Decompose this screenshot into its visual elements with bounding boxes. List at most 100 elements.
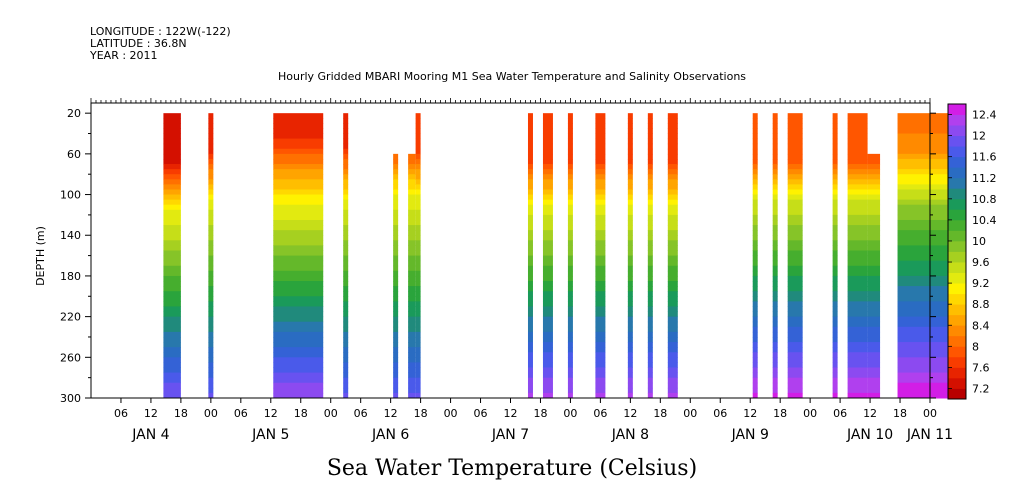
temperature-cell	[647, 372, 653, 379]
temperature-cell	[627, 184, 633, 190]
temperature-cell	[163, 225, 181, 231]
temperature-cell	[595, 377, 606, 384]
temperature-cell	[208, 291, 214, 297]
temperature-cell	[752, 235, 758, 241]
temperature-cell	[415, 128, 421, 135]
temperature-cell	[408, 255, 416, 262]
temperature-cell	[273, 347, 324, 353]
temperature-cell	[567, 143, 573, 150]
temperature-cell	[343, 158, 349, 165]
temperature-cell	[273, 245, 324, 251]
chart-title: Hourly Gridded MBARI Mooring M1 Sea Wate…	[278, 70, 746, 83]
temperature-cell	[393, 392, 399, 399]
temperature-cell	[595, 326, 606, 333]
temperature-cell	[527, 377, 533, 384]
temperature-cell	[867, 225, 881, 231]
temperature-cell	[273, 367, 324, 374]
temperature-cell	[897, 291, 948, 297]
temperature-cell	[163, 372, 181, 379]
colorbar-swatch	[948, 367, 966, 379]
temperature-cell	[867, 377, 881, 384]
temperature-cell	[393, 214, 399, 221]
x-hour-label: 18	[533, 407, 547, 420]
temperature-cell	[415, 326, 421, 333]
x-day-label: JAN 8	[611, 427, 649, 443]
temperature-cell	[647, 240, 653, 246]
temperature-cell	[393, 281, 399, 287]
x-hour-label: 12	[504, 407, 518, 420]
temperature-cell	[627, 377, 633, 384]
temperature-cell	[752, 387, 758, 394]
temperature-cell	[667, 230, 678, 236]
temperature-cell	[595, 342, 606, 348]
temperature-cell	[752, 357, 758, 363]
temperature-cell	[897, 270, 948, 277]
temperature-cell	[787, 245, 803, 251]
temperature-cell	[595, 260, 606, 267]
temperature-cell	[832, 342, 838, 348]
temperature-cell	[867, 311, 881, 318]
temperature-cell	[752, 392, 758, 399]
temperature-cell	[867, 164, 881, 170]
temperature-cell	[847, 174, 868, 180]
temperature-cell	[567, 209, 573, 216]
year-label: YEAR : 2011	[89, 49, 158, 62]
temperature-cell	[787, 240, 803, 246]
temperature-cell	[867, 275, 881, 282]
x-hour-label: 12	[264, 407, 278, 420]
temperature-cell	[772, 153, 778, 160]
temperature-cell	[647, 342, 653, 348]
temperature-cell	[772, 352, 778, 358]
temperature-cell	[273, 179, 324, 185]
temperature-cell	[897, 372, 948, 379]
temperature-cell	[595, 128, 606, 135]
temperature-cell	[832, 148, 838, 155]
colorbar-swatch	[948, 125, 966, 137]
temperature-cell	[343, 118, 349, 124]
temperature-cell	[832, 321, 838, 328]
temperature-cell	[208, 133, 214, 140]
temperature-cell	[208, 357, 214, 363]
temperature-cell	[832, 179, 838, 185]
temperature-cell	[667, 347, 678, 353]
temperature-cell	[208, 143, 214, 150]
temperature-cell	[208, 214, 214, 221]
temperature-cell	[847, 260, 868, 267]
temperature-cell	[163, 148, 181, 155]
temperature-cell	[897, 336, 948, 343]
temperature-cell	[867, 316, 881, 323]
temperature-cell	[897, 362, 948, 368]
temperature-cell	[542, 392, 553, 399]
temperature-cell	[343, 336, 349, 343]
temperature-cell	[867, 291, 881, 297]
temperature-cell	[415, 372, 421, 379]
temperature-cell	[273, 225, 324, 231]
temperature-cell	[567, 367, 573, 374]
temperature-cell	[408, 311, 416, 318]
temperature-cell	[208, 209, 214, 216]
temperature-cell	[832, 291, 838, 297]
temperature-cell	[163, 347, 181, 353]
temperature-cell	[627, 169, 633, 175]
temperature-cell	[867, 362, 881, 368]
temperature-cell	[752, 367, 758, 374]
temperature-cell	[832, 357, 838, 363]
temperature-cell	[787, 357, 803, 363]
temperature-cell	[867, 240, 881, 246]
temperature-cell	[752, 362, 758, 368]
x-day-label: JAN 5	[251, 427, 289, 443]
temperature-cell	[897, 214, 948, 221]
temperature-cell	[752, 281, 758, 287]
temperature-cell	[897, 286, 948, 292]
temperature-cell	[163, 184, 181, 190]
temperature-cell	[408, 169, 416, 175]
temperature-cell	[208, 286, 214, 292]
temperature-cell	[567, 362, 573, 368]
temperature-cell	[752, 275, 758, 282]
temperature-cell	[897, 347, 948, 353]
temperature-cell	[542, 158, 553, 165]
temperature-cell	[415, 158, 421, 165]
colorbar-swatch	[948, 177, 966, 189]
temperature-cell	[542, 296, 553, 302]
temperature-cell	[647, 153, 653, 160]
